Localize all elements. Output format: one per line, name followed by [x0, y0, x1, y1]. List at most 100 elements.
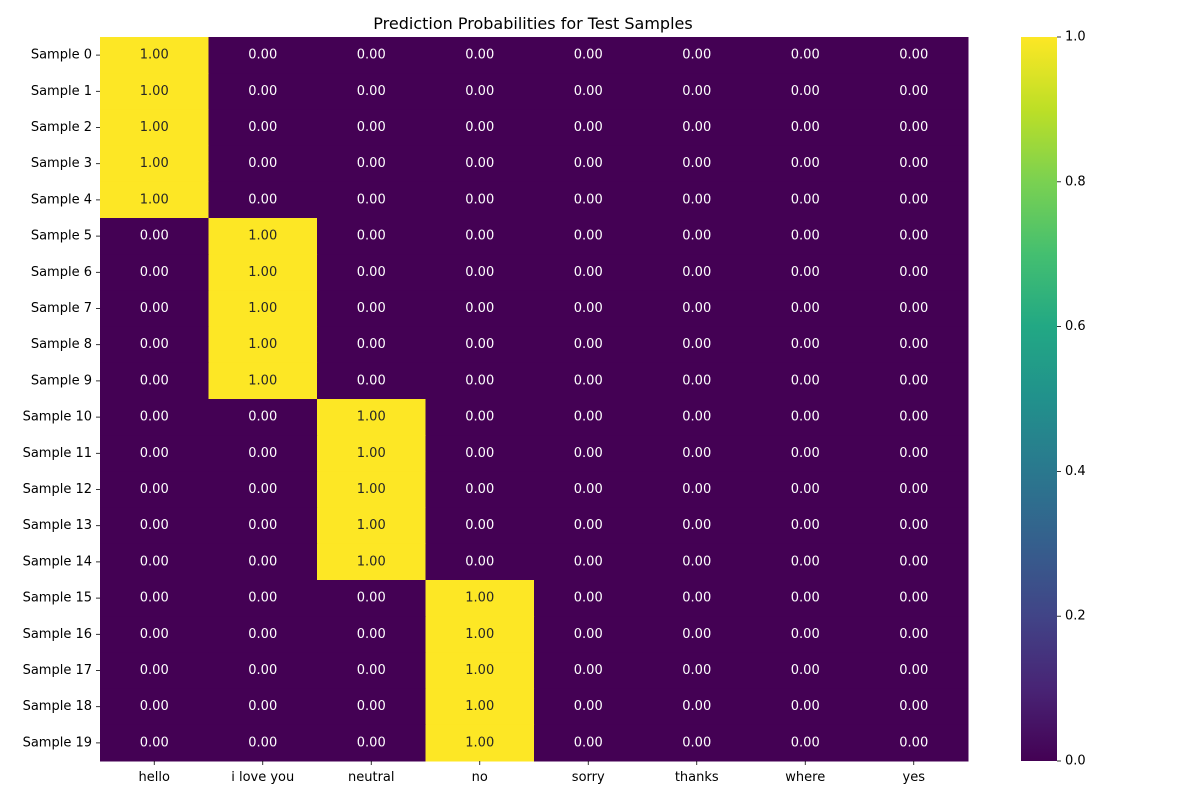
cell-value-label: 0.00 — [574, 120, 603, 135]
cell-value-label: 0.00 — [574, 48, 603, 63]
heatmap-cell — [100, 254, 209, 291]
cell-value-label: 1.00 — [248, 265, 277, 280]
heatmap-cell — [317, 109, 426, 147]
heatmap-cell — [208, 399, 318, 436]
cell-value-label: 0.00 — [682, 627, 711, 642]
cell-value-label: 0.00 — [682, 663, 711, 678]
cell-value-label: 0.00 — [899, 120, 928, 135]
cell-value-label: 0.00 — [357, 337, 386, 352]
heatmap-cell — [751, 109, 860, 147]
heatmap-cell — [317, 326, 426, 364]
cell-value-label: 0.00 — [791, 518, 820, 533]
cell-value-label: 0.00 — [574, 265, 603, 280]
heatmap-cell — [317, 73, 426, 110]
heatmap-cell — [642, 688, 752, 726]
cell-value-label: 1.00 — [465, 627, 494, 642]
cell-value-label: 0.00 — [248, 591, 277, 606]
y-tick-label: Sample 18 — [23, 699, 92, 714]
heatmap-cell — [100, 73, 209, 110]
cell-value-label: 0.00 — [791, 265, 820, 280]
heatmap-cell — [534, 435, 643, 472]
heatmap-cell — [534, 507, 643, 545]
cell-value-label: 0.00 — [791, 156, 820, 171]
cell-value-label: 0.00 — [465, 482, 494, 497]
cell-value-label: 0.00 — [791, 446, 820, 461]
heatmap-cell — [208, 181, 318, 219]
cell-value-label: 0.00 — [357, 265, 386, 280]
heatmap-cell — [751, 181, 860, 219]
cell-value-label: 1.00 — [140, 120, 169, 135]
heatmap-cell — [751, 290, 860, 328]
heatmap-cell — [642, 326, 752, 364]
cell-value-label: 0.00 — [248, 192, 277, 207]
heatmap-cell — [859, 471, 969, 509]
heatmap-cell — [534, 724, 643, 762]
cell-value-label: 0.00 — [465, 192, 494, 207]
y-tick-label: Sample 17 — [23, 663, 92, 678]
x-tick-label: sorry — [572, 770, 605, 785]
cell-value-label: 1.00 — [248, 373, 277, 388]
cell-value-label: 0.00 — [791, 48, 820, 63]
cell-value-label: 0.00 — [791, 84, 820, 99]
cell-value-label: 0.00 — [465, 301, 494, 316]
colorbar-tick-label: 0.6 — [1065, 319, 1086, 334]
cell-value-label: 1.00 — [248, 229, 277, 244]
heatmap-cell — [534, 73, 643, 110]
cell-value-label: 1.00 — [248, 301, 277, 316]
heatmap-cell — [208, 471, 318, 509]
cell-value-label: 0.00 — [465, 265, 494, 280]
cell-value-label: 0.00 — [357, 735, 386, 750]
cell-value-label: 0.00 — [140, 410, 169, 425]
cell-value-label: 0.00 — [899, 265, 928, 280]
cell-value-label: 0.00 — [248, 735, 277, 750]
y-tick-label: Sample 9 — [31, 373, 92, 388]
heatmap-cell — [100, 326, 209, 364]
y-tick-label: Sample 15 — [23, 591, 92, 606]
heatmap-cell — [425, 290, 535, 328]
cell-value-label: 0.00 — [574, 192, 603, 207]
y-tick-label: Sample 10 — [23, 410, 92, 425]
cell-value-label: 1.00 — [357, 482, 386, 497]
cell-value-label: 1.00 — [357, 518, 386, 533]
heatmap-cell — [425, 399, 535, 436]
y-tick-label: Sample 3 — [31, 156, 92, 171]
y-tick-label: Sample 0 — [31, 48, 92, 63]
heatmap-cell — [751, 37, 860, 74]
cell-value-label: 0.00 — [682, 446, 711, 461]
cell-value-label: 0.00 — [465, 48, 494, 63]
cell-value-label: 1.00 — [465, 699, 494, 714]
cell-value-label: 0.00 — [248, 446, 277, 461]
heatmap-cell — [208, 37, 318, 74]
heatmap-cell — [317, 724, 426, 762]
cell-value-label: 0.00 — [574, 735, 603, 750]
heatmap-cell — [534, 471, 643, 509]
heatmap-cell — [642, 218, 752, 255]
heatmap-cell — [859, 399, 969, 436]
cell-value-label: 0.00 — [682, 410, 711, 425]
heatmap-cell — [425, 254, 535, 291]
heatmap-cell — [425, 362, 535, 400]
heatmap-cell — [317, 254, 426, 291]
heatmap-cell — [425, 37, 535, 74]
cell-value-label: 0.00 — [140, 373, 169, 388]
cell-value-label: 0.00 — [682, 373, 711, 388]
cell-value-label: 0.00 — [899, 518, 928, 533]
cell-value-label: 0.00 — [574, 663, 603, 678]
cell-value-label: 1.00 — [465, 663, 494, 678]
heatmap-cell — [642, 254, 752, 291]
y-axis: Sample 0 Sample 1 Sample 2 Sample 3 Sample 4… — [23, 48, 100, 750]
cell-value-label: 0.00 — [682, 265, 711, 280]
heatmap-cell — [534, 290, 643, 328]
heatmap-cell — [751, 724, 860, 762]
cell-value-label: 0.00 — [357, 627, 386, 642]
cell-value-label: 1.00 — [248, 337, 277, 352]
cell-value-label: 0.00 — [574, 373, 603, 388]
cell-value-label: 0.00 — [574, 337, 603, 352]
heatmap-cell — [751, 616, 860, 653]
cell-value-label: 0.00 — [574, 84, 603, 99]
cell-value-label: 0.00 — [899, 48, 928, 63]
cell-value-label: 0.00 — [248, 156, 277, 171]
heatmap-cell — [100, 543, 209, 581]
x-tick-label: thanks — [675, 770, 719, 785]
